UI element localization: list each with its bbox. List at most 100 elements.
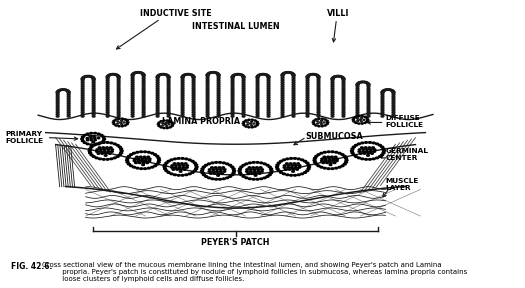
Circle shape bbox=[331, 115, 334, 117]
Circle shape bbox=[331, 103, 334, 104]
Circle shape bbox=[142, 110, 145, 111]
Circle shape bbox=[92, 110, 95, 111]
Circle shape bbox=[56, 108, 59, 110]
Circle shape bbox=[131, 101, 134, 102]
Circle shape bbox=[323, 156, 326, 158]
Circle shape bbox=[331, 78, 334, 80]
Circle shape bbox=[231, 84, 234, 85]
Circle shape bbox=[381, 110, 384, 111]
Circle shape bbox=[92, 84, 95, 86]
Circle shape bbox=[217, 173, 219, 174]
Circle shape bbox=[117, 76, 120, 78]
Circle shape bbox=[131, 90, 134, 91]
Circle shape bbox=[353, 121, 355, 122]
Circle shape bbox=[366, 149, 369, 150]
Circle shape bbox=[392, 115, 395, 117]
Circle shape bbox=[192, 105, 195, 106]
Circle shape bbox=[317, 123, 319, 124]
Circle shape bbox=[281, 108, 284, 110]
Circle shape bbox=[257, 75, 260, 76]
Circle shape bbox=[323, 167, 327, 169]
Circle shape bbox=[342, 84, 345, 86]
Circle shape bbox=[81, 105, 84, 106]
Circle shape bbox=[256, 103, 259, 104]
Circle shape bbox=[356, 86, 359, 88]
Circle shape bbox=[124, 119, 126, 120]
Circle shape bbox=[117, 112, 120, 113]
Circle shape bbox=[106, 108, 109, 110]
Circle shape bbox=[120, 148, 123, 150]
Circle shape bbox=[113, 120, 115, 121]
Circle shape bbox=[267, 103, 270, 104]
Circle shape bbox=[92, 114, 95, 115]
Circle shape bbox=[167, 97, 170, 98]
Circle shape bbox=[181, 78, 184, 80]
Circle shape bbox=[362, 81, 364, 83]
Circle shape bbox=[281, 78, 284, 80]
Circle shape bbox=[133, 72, 135, 74]
Circle shape bbox=[131, 82, 134, 84]
Circle shape bbox=[67, 114, 70, 115]
Circle shape bbox=[156, 114, 159, 115]
Circle shape bbox=[342, 110, 345, 111]
Circle shape bbox=[92, 77, 95, 79]
Circle shape bbox=[231, 106, 234, 108]
Circle shape bbox=[92, 90, 95, 91]
Circle shape bbox=[384, 89, 386, 91]
Circle shape bbox=[173, 174, 176, 176]
Circle shape bbox=[360, 81, 363, 83]
Circle shape bbox=[331, 78, 334, 80]
Circle shape bbox=[90, 137, 92, 139]
Circle shape bbox=[213, 72, 216, 73]
Circle shape bbox=[167, 110, 170, 111]
Circle shape bbox=[106, 86, 109, 87]
Circle shape bbox=[267, 84, 270, 85]
Circle shape bbox=[267, 114, 270, 115]
Circle shape bbox=[142, 108, 145, 110]
Circle shape bbox=[114, 74, 117, 75]
Circle shape bbox=[364, 142, 367, 143]
Circle shape bbox=[223, 171, 226, 172]
Circle shape bbox=[281, 115, 284, 117]
Circle shape bbox=[248, 119, 250, 120]
Circle shape bbox=[170, 173, 173, 175]
Circle shape bbox=[360, 119, 361, 120]
Circle shape bbox=[192, 88, 195, 89]
Circle shape bbox=[317, 78, 320, 80]
Circle shape bbox=[327, 156, 330, 158]
Circle shape bbox=[168, 124, 170, 125]
Circle shape bbox=[326, 120, 328, 121]
Circle shape bbox=[102, 147, 104, 148]
Circle shape bbox=[192, 76, 195, 77]
Circle shape bbox=[100, 134, 103, 136]
Circle shape bbox=[165, 162, 168, 164]
Circle shape bbox=[126, 162, 129, 163]
Circle shape bbox=[181, 76, 184, 78]
Circle shape bbox=[110, 74, 113, 75]
Circle shape bbox=[281, 103, 284, 104]
Circle shape bbox=[281, 80, 284, 82]
Circle shape bbox=[106, 110, 109, 111]
Circle shape bbox=[106, 105, 109, 106]
Circle shape bbox=[251, 121, 253, 122]
Circle shape bbox=[136, 151, 139, 153]
Text: DIFFUSE
FOLLICLE: DIFFUSE FOLLICLE bbox=[385, 115, 424, 128]
Circle shape bbox=[217, 78, 220, 80]
Circle shape bbox=[167, 93, 170, 95]
Circle shape bbox=[335, 160, 338, 162]
Circle shape bbox=[317, 90, 320, 91]
Circle shape bbox=[292, 108, 295, 110]
Circle shape bbox=[167, 99, 170, 100]
Circle shape bbox=[297, 158, 300, 160]
Circle shape bbox=[140, 72, 142, 73]
Circle shape bbox=[123, 122, 125, 123]
Circle shape bbox=[323, 122, 325, 123]
Text: FIG. 42.6.: FIG. 42.6. bbox=[10, 262, 52, 271]
Circle shape bbox=[81, 77, 84, 79]
Circle shape bbox=[381, 99, 384, 101]
Circle shape bbox=[106, 76, 109, 78]
Circle shape bbox=[358, 82, 361, 84]
Circle shape bbox=[167, 80, 170, 82]
Circle shape bbox=[242, 91, 245, 93]
Circle shape bbox=[268, 174, 271, 176]
